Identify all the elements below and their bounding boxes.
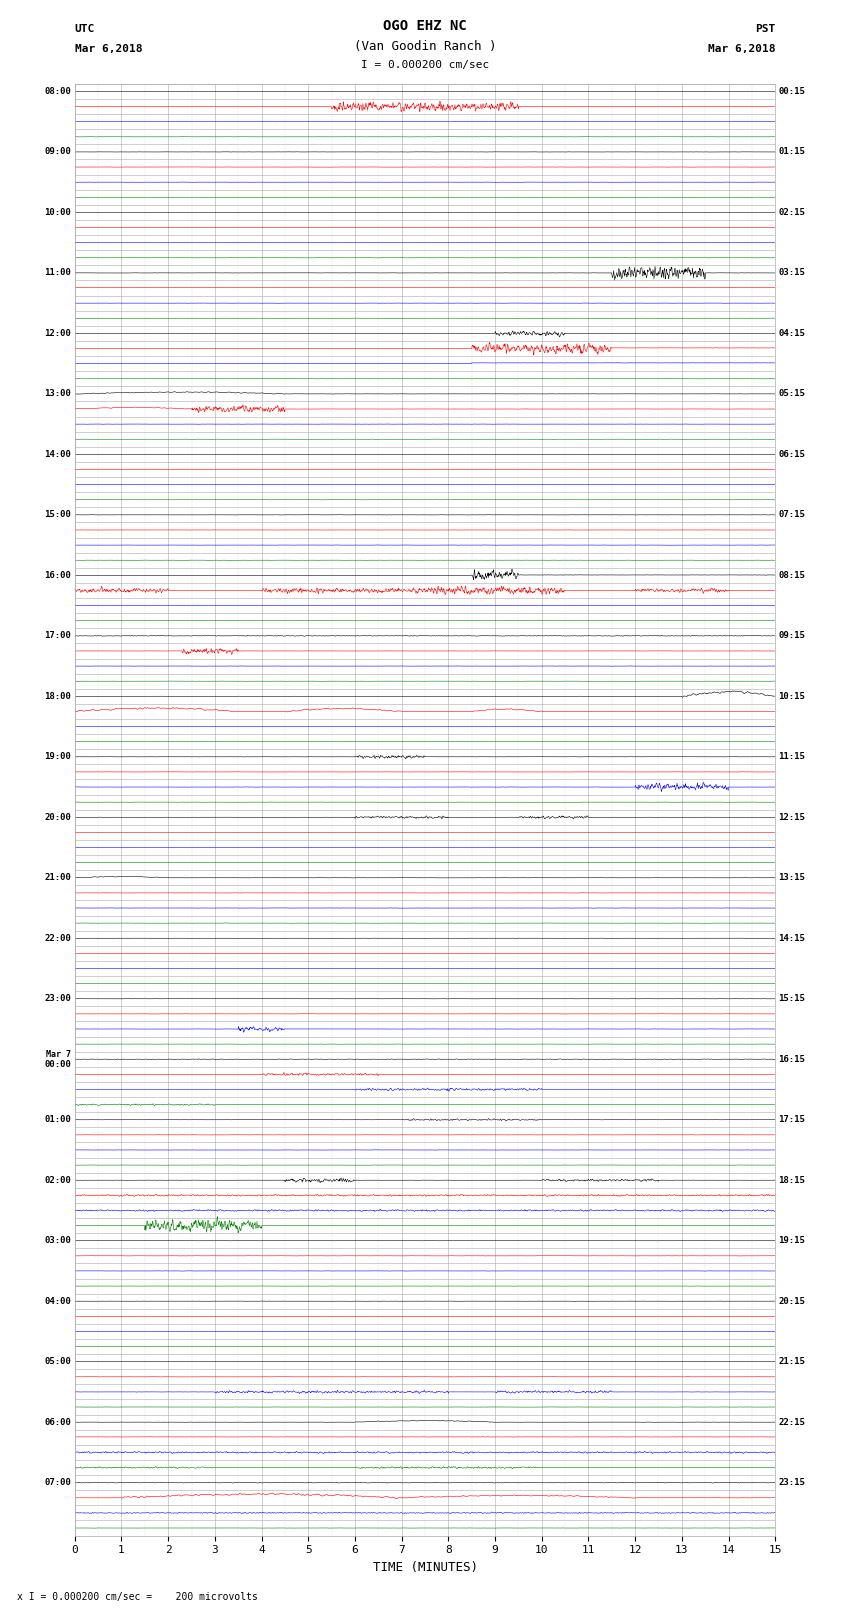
Text: 06:15: 06:15 [779, 450, 806, 458]
X-axis label: TIME (MINUTES): TIME (MINUTES) [372, 1561, 478, 1574]
Text: Mar 7: Mar 7 [47, 1050, 71, 1058]
Text: OGO EHZ NC: OGO EHZ NC [383, 19, 467, 34]
Text: Mar 6,2018: Mar 6,2018 [75, 44, 142, 53]
Text: 10:00: 10:00 [44, 208, 71, 216]
Text: 11:00: 11:00 [44, 268, 71, 277]
Text: PST: PST [755, 24, 775, 34]
Text: 07:00: 07:00 [44, 1478, 71, 1487]
Text: 19:15: 19:15 [779, 1236, 806, 1245]
Text: 08:00: 08:00 [44, 87, 71, 95]
Text: 09:15: 09:15 [779, 631, 806, 640]
Text: 02:00: 02:00 [44, 1176, 71, 1184]
Text: 01:15: 01:15 [779, 147, 806, 156]
Text: 03:15: 03:15 [779, 268, 806, 277]
Text: 12:00: 12:00 [44, 329, 71, 337]
Text: 23:15: 23:15 [779, 1478, 806, 1487]
Text: 11:15: 11:15 [779, 752, 806, 761]
Text: 16:15: 16:15 [779, 1055, 806, 1063]
Text: 03:00: 03:00 [44, 1236, 71, 1245]
Text: 17:15: 17:15 [779, 1115, 806, 1124]
Text: 00:00: 00:00 [44, 1060, 71, 1068]
Text: 04:15: 04:15 [779, 329, 806, 337]
Text: 17:00: 17:00 [44, 631, 71, 640]
Text: 00:15: 00:15 [779, 87, 806, 95]
Text: 18:15: 18:15 [779, 1176, 806, 1184]
Text: 08:15: 08:15 [779, 571, 806, 579]
Text: 05:00: 05:00 [44, 1357, 71, 1366]
Text: 09:00: 09:00 [44, 147, 71, 156]
Text: 04:00: 04:00 [44, 1297, 71, 1305]
Text: 01:00: 01:00 [44, 1115, 71, 1124]
Text: 05:15: 05:15 [779, 389, 806, 398]
Text: 02:15: 02:15 [779, 208, 806, 216]
Text: 23:00: 23:00 [44, 994, 71, 1003]
Text: 14:00: 14:00 [44, 450, 71, 458]
Text: 21:00: 21:00 [44, 873, 71, 882]
Text: 20:15: 20:15 [779, 1297, 806, 1305]
Text: 20:00: 20:00 [44, 813, 71, 821]
Text: 22:15: 22:15 [779, 1418, 806, 1426]
Text: 22:00: 22:00 [44, 934, 71, 942]
Text: 15:15: 15:15 [779, 994, 806, 1003]
Text: 10:15: 10:15 [779, 692, 806, 700]
Text: I = 0.000200 cm/sec: I = 0.000200 cm/sec [361, 60, 489, 69]
Text: 12:15: 12:15 [779, 813, 806, 821]
Text: 15:00: 15:00 [44, 510, 71, 519]
Text: 14:15: 14:15 [779, 934, 806, 942]
Text: 19:00: 19:00 [44, 752, 71, 761]
Text: Mar 6,2018: Mar 6,2018 [708, 44, 775, 53]
Text: 21:15: 21:15 [779, 1357, 806, 1366]
Text: (Van Goodin Ranch ): (Van Goodin Ranch ) [354, 40, 496, 53]
Text: 06:00: 06:00 [44, 1418, 71, 1426]
Text: x I = 0.000200 cm/sec =    200 microvolts: x I = 0.000200 cm/sec = 200 microvolts [17, 1592, 258, 1602]
Text: UTC: UTC [75, 24, 95, 34]
Text: 13:00: 13:00 [44, 389, 71, 398]
Text: 13:15: 13:15 [779, 873, 806, 882]
Text: 16:00: 16:00 [44, 571, 71, 579]
Text: 18:00: 18:00 [44, 692, 71, 700]
Text: 07:15: 07:15 [779, 510, 806, 519]
